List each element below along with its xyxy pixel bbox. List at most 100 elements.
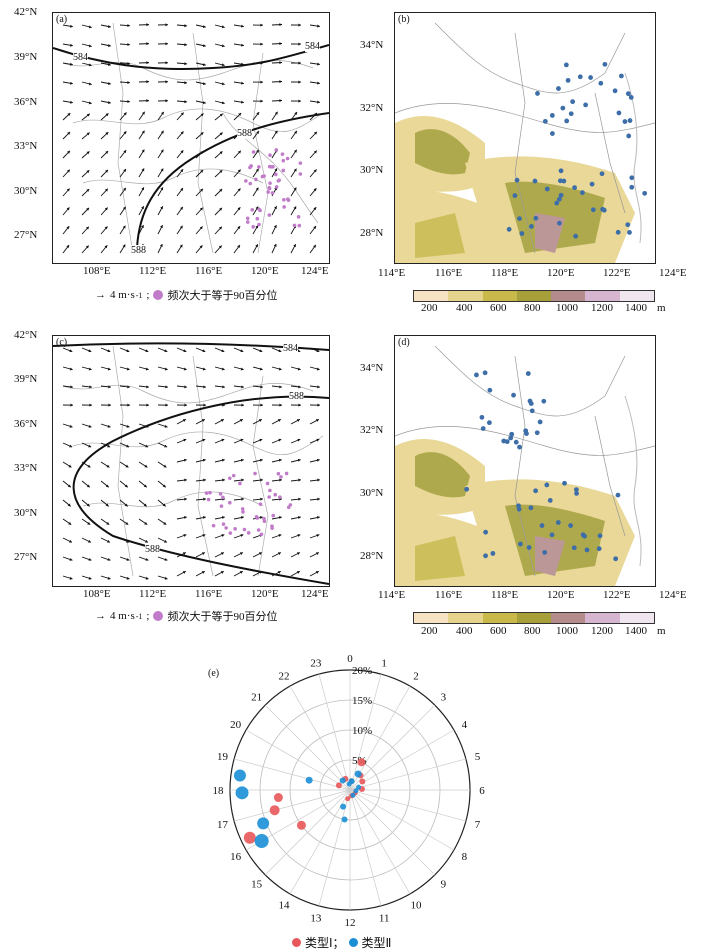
wind-arrowhead [220, 571, 224, 574]
polar-point [340, 803, 347, 810]
wind-arrowhead [160, 187, 164, 191]
wind-arrowhead [316, 534, 320, 537]
station-dot [267, 185, 272, 190]
wind-arrowhead [220, 419, 224, 422]
station-dot [555, 520, 561, 525]
wind-arrowhead [141, 111, 145, 115]
wind-arrowhead [293, 149, 297, 153]
contour-584 [53, 44, 329, 70]
wind-arrowhead [298, 80, 301, 84]
station-dot [562, 480, 567, 486]
wind-legend-arrow-label: 4 m·s [110, 289, 135, 301]
station-dot [474, 372, 479, 378]
wind-arrowhead [69, 444, 73, 448]
wind-arrowhead [104, 207, 108, 211]
station-dot [250, 208, 255, 212]
wind-arrowhead [259, 349, 263, 353]
station-dot [612, 88, 618, 94]
station-dot [479, 414, 485, 420]
wind-legend-dot-label: 频次大于等于90百分位 [167, 611, 278, 623]
wind-arrowhead [127, 385, 130, 389]
wind-arrowhead [237, 150, 241, 154]
contour-588 [136, 112, 329, 249]
station-dot [251, 150, 256, 154]
wind-arrowhead [88, 63, 92, 67]
wind-arrowhead [141, 149, 145, 153]
wind-arrowhead [165, 23, 168, 27]
station-dot [246, 531, 251, 535]
polar-point [254, 834, 269, 848]
wind-arrowhead [125, 464, 129, 468]
wind-arrowhead [279, 99, 282, 103]
polar-point [269, 805, 280, 816]
wind-arrowhead [88, 367, 92, 371]
lon-tick: 118°E [491, 267, 519, 279]
wind-arrowhead [296, 419, 300, 422]
polar-hour-label: 16 [230, 851, 242, 863]
wind-arrowhead [296, 552, 300, 556]
contour-label: 584 [73, 52, 88, 63]
station-dot [561, 178, 567, 184]
station-dot [509, 431, 515, 437]
wind-arrowhead [67, 150, 70, 154]
wind-arrowhead [317, 81, 320, 85]
terrain-map-d: (d) [394, 335, 656, 587]
wind-arrowhead [160, 206, 163, 210]
station-dot [245, 220, 250, 224]
station-dot [255, 216, 260, 221]
wind-arrowhead [86, 132, 90, 136]
polar-hour-label: 6 [479, 785, 485, 797]
wind-arrowhead [88, 557, 92, 561]
polar-spoke [349, 789, 436, 876]
wind-arrowhead [145, 444, 149, 448]
wind-arrowhead [106, 521, 110, 525]
wind-arrowhead [107, 24, 111, 29]
colorbar-segment [585, 291, 620, 301]
wind-map-a: (a) 584 584 588 588 [52, 12, 330, 264]
lat-tick: 42°N [14, 6, 38, 18]
lon-tick: 108°E [83, 265, 111, 277]
wind-arrowhead [67, 484, 71, 488]
station-dot [556, 86, 561, 91]
station-dot [629, 175, 635, 181]
colorbar-segment [414, 291, 449, 301]
wind-arrowhead [70, 100, 73, 104]
polar-spoke [264, 789, 351, 876]
lon-tick: 108°E [83, 588, 111, 600]
wind-arrowhead [298, 23, 301, 27]
wind-arrowhead [315, 571, 319, 574]
station-dot [274, 148, 279, 152]
wind-arrowhead [88, 101, 92, 105]
wind-arrowhead [313, 207, 317, 211]
polar-hour-label: 0 [347, 653, 353, 665]
wind-arrowhead [237, 244, 240, 248]
station-dot [572, 185, 577, 191]
wind-arrowhead [239, 552, 243, 556]
wind-arrowhead [165, 42, 168, 46]
wind-arrowhead [165, 80, 168, 84]
station-dot [268, 153, 272, 158]
wind-arrowhead [89, 385, 92, 389]
wind-arrowhead [108, 403, 111, 407]
wind-arrowhead [66, 169, 70, 173]
admin-borders [395, 345, 655, 577]
wind-arrowhead [160, 149, 164, 153]
station-dot [219, 504, 224, 508]
colorbar-segment [516, 291, 552, 301]
wind-arrowhead [107, 444, 111, 448]
type1-dot-icon [292, 938, 301, 947]
wind-arrowhead [298, 478, 301, 482]
lon-tick: 116°E [435, 589, 463, 601]
wind-arrowhead [202, 82, 206, 86]
polar-point [335, 782, 342, 789]
wind-arrowhead [221, 438, 225, 442]
station-dot [589, 181, 595, 187]
wind-arrowhead [255, 187, 259, 191]
wind-arrowhead [256, 130, 259, 134]
coastline [624, 72, 642, 244]
station-dot [574, 490, 579, 496]
wind-arrowhead [184, 478, 187, 482]
wind-arrowhead [107, 576, 111, 580]
station-dot [565, 77, 571, 83]
wind-arrowhead [260, 403, 263, 407]
